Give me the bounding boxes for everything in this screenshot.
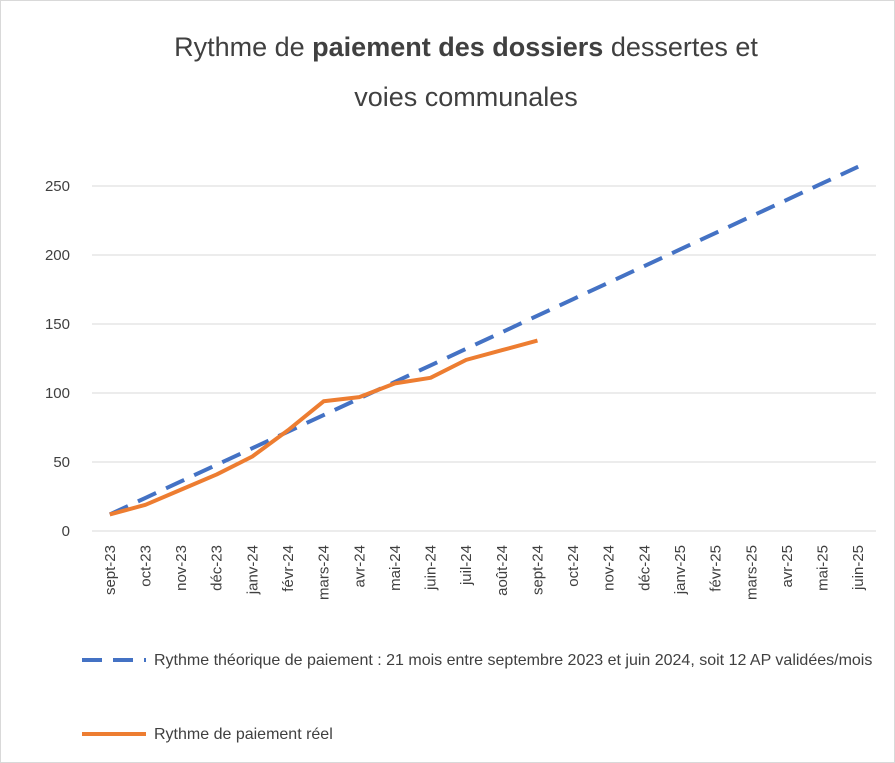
legend-label: Rythme théorique de paiement : 21 mois e… [154,652,873,669]
x-tick-label: sept-23 [102,545,119,595]
x-tick-label: janv-25 [672,545,689,595]
x-tick-label: déc-23 [209,545,226,591]
x-tick-label: avr-25 [779,545,796,588]
x-tick-label: janv-24 [244,545,261,595]
x-tick-label: juin-25 [850,545,867,591]
x-tick-label: nov-24 [601,545,618,591]
y-tick-label: 150 [45,316,70,333]
x-tick-label: avr-24 [351,545,368,588]
x-tick-label: mars-25 [743,545,760,600]
series-line [109,338,538,517]
x-tick-label: mai-24 [387,545,404,591]
x-tick-label: févr-25 [708,545,725,592]
legend-item: Rythme théorique de paiement : 21 mois e… [80,648,874,674]
legend-item: Rythme de paiement réel [80,722,874,748]
y-tick-label: 200 [45,247,70,264]
chart-title: Rythme de paiement des dossiers desserte… [174,32,758,62]
y-tick-label: 100 [45,385,70,402]
chart-title: voies communales [354,82,578,112]
x-tick-label: sept-24 [529,545,546,595]
x-tick-label: juil-24 [458,545,475,586]
x-tick-label: mars-24 [316,545,333,600]
legend-swatch [82,732,146,736]
series-line [108,164,860,517]
x-tick-label: mai-25 [815,545,832,591]
x-tick-label: juin-24 [423,545,440,591]
y-tick-label: 0 [62,523,70,540]
legend-label: Rythme de paiement réel [154,726,333,743]
x-tick-label: nov-23 [173,545,190,591]
legend-swatch [82,658,146,662]
x-tick-label: août-24 [494,545,511,596]
x-tick-label: oct-23 [137,545,154,587]
y-tick-label: 250 [45,178,70,195]
x-tick-label: févr-24 [280,545,297,592]
x-tick-label: oct-24 [565,545,582,587]
y-tick-label: 50 [53,454,70,471]
x-tick-label: déc-24 [636,545,653,591]
